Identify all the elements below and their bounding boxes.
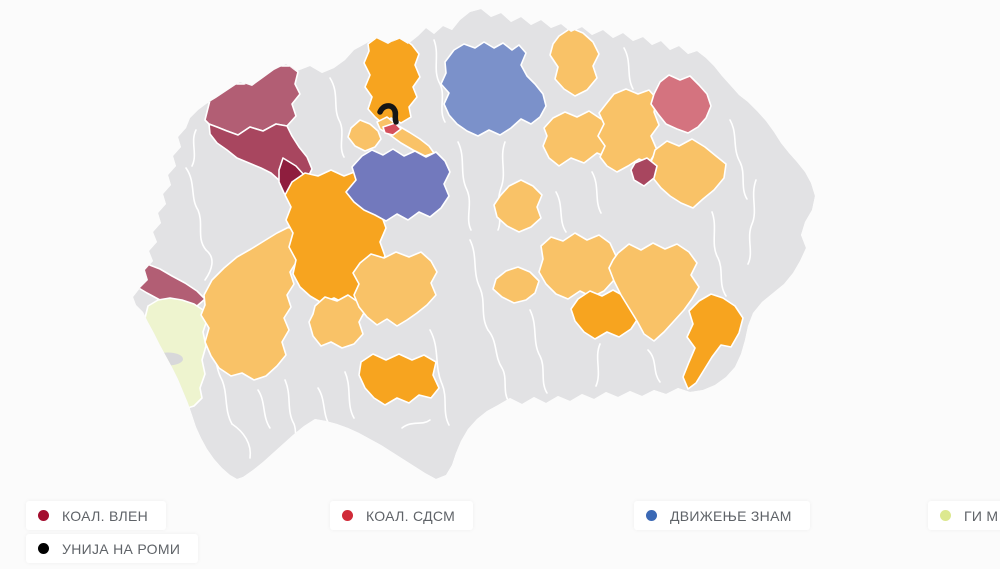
region-top-mid[interactable] <box>549 27 600 97</box>
region-c[interactable] <box>492 266 540 304</box>
choropleth-map <box>133 9 815 479</box>
region-kicevo[interactable] <box>200 226 299 381</box>
region-tetovo[interactable] <box>204 65 301 136</box>
legend-item-dvizenje-znam[interactable]: ДВИЖЕЊЕ ЗНАМ <box>634 501 810 530</box>
region-kratovo[interactable] <box>630 157 658 187</box>
legend-label-dvizenje-znam: ДВИЖЕЊЕ ЗНАМ <box>670 508 792 524</box>
region-suto-orizari[interactable] <box>377 103 399 125</box>
legend-dot-gi-m-icon <box>940 510 951 521</box>
legend-label-koal-vlen: КОАЛ. ВЛЕН <box>62 508 149 524</box>
region-struga[interactable] <box>144 297 208 410</box>
legend-item-gi-m[interactable]: ГИ М <box>928 501 1000 530</box>
region-b[interactable] <box>538 232 617 300</box>
legend-dot-koal-vlen-icon <box>38 510 49 521</box>
legend-dot-koal-sdsm-icon <box>342 510 353 521</box>
region-dolneni[interactable] <box>352 251 438 327</box>
region-debar[interactable] <box>133 263 206 307</box>
legend-item-koal-vlen[interactable]: КОАЛ. ВЛЕН <box>26 501 167 530</box>
legend-dot-unija-na-romi-icon <box>38 543 49 554</box>
region-centar[interactable] <box>382 122 402 136</box>
lake <box>153 352 183 366</box>
legend-item-unija-na-romi[interactable]: УНИЈА НА РОМИ <box>26 534 199 563</box>
region-d[interactable] <box>570 289 640 340</box>
region-staro-nagoricane[interactable] <box>650 74 712 134</box>
region-se-strong[interactable] <box>682 293 744 390</box>
region-skopje-west[interactable] <box>347 119 382 152</box>
region-prilep[interactable] <box>358 353 440 406</box>
region-studenicani[interactable] <box>345 148 451 222</box>
legend-label-koal-sdsm: КОАЛ. СДСМ <box>366 508 456 524</box>
region-blob-a[interactable] <box>493 179 543 233</box>
legend-item-koal-sdsm[interactable]: КОАЛ. СДСМ <box>330 501 474 530</box>
legend-label-gi-m: ГИ М <box>964 508 999 524</box>
region-kumanovo[interactable] <box>440 41 547 137</box>
legend-label-unija-na-romi: УНИЈА НА РОМИ <box>62 541 181 557</box>
legend-dot-dvizenje-znam-icon <box>646 510 657 521</box>
region-krusevo[interactable] <box>308 294 366 349</box>
region-se-band[interactable] <box>608 242 700 342</box>
